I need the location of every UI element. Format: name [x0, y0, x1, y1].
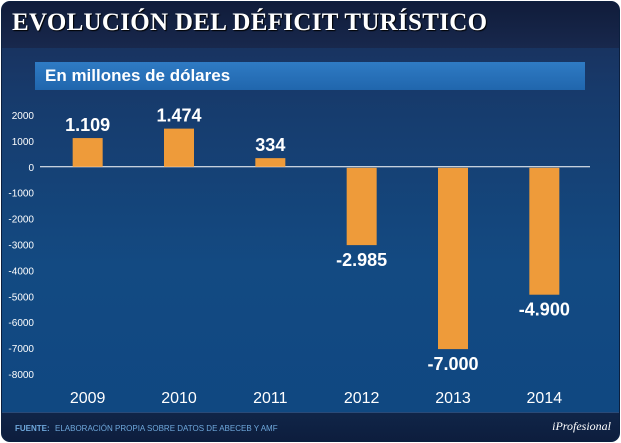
bar-2011 [255, 158, 286, 167]
data-label: -2.985 [336, 250, 387, 270]
x-tick-label: 2009 [70, 390, 106, 407]
y-tick-label: -2000 [8, 215, 34, 226]
x-tick-label: 2010 [161, 390, 197, 407]
brand-logo: iProfesional [552, 419, 611, 433]
source-text: ELABORACIÓN PROPIA SOBRE DATOS DE ABECEB… [55, 424, 278, 433]
data-label: 334 [255, 135, 285, 155]
y-tick-label: 2000 [12, 111, 35, 122]
y-tick-label: -4000 [8, 266, 34, 277]
bar-2010 [164, 128, 194, 167]
y-tick-label: -3000 [8, 241, 34, 252]
bar-chart: 2000 1000 0 -1000 -2000 -3000 -4000 -5000 -6000 -… [8, 106, 590, 407]
title-bar: EVOLUCIÓN DEL DÉFICIT TURÍSTICO [2, 2, 619, 48]
bar-2013 [438, 167, 468, 350]
y-tick-label: -6000 [8, 318, 34, 329]
data-label: 1.474 [156, 106, 201, 126]
y-tick-label: 0 [28, 163, 34, 174]
x-tick-label: 2011 [253, 390, 288, 407]
source-label: FUENTE: [15, 424, 50, 433]
chart-subtitle: En millones de dólares [45, 66, 231, 85]
y-tick-label: -8000 [8, 370, 34, 381]
y-tick-label: -1000 [8, 189, 34, 200]
data-label: 1.109 [65, 115, 110, 135]
subtitle-bar: En millones de dólares [35, 62, 585, 90]
x-tick-label: 2013 [435, 390, 471, 407]
y-tick-label: 1000 [12, 137, 35, 148]
data-label: -7.000 [427, 354, 478, 374]
bar-2012 [346, 167, 377, 246]
bar-2014 [529, 167, 560, 295]
y-tick-label: -7000 [8, 344, 34, 355]
bar-2009 [72, 138, 103, 167]
y-tick-label: -5000 [8, 292, 34, 303]
footer-bar: FUENTE: ELABORACIÓN PROPIA SOBRE DATOS D… [2, 412, 619, 441]
chart-title: EVOLUCIÓN DEL DÉFICIT TURÍSTICO [12, 9, 488, 36]
data-label: -4.900 [519, 300, 570, 320]
x-tick-label: 2014 [527, 390, 563, 407]
x-tick-label: 2012 [344, 390, 380, 407]
